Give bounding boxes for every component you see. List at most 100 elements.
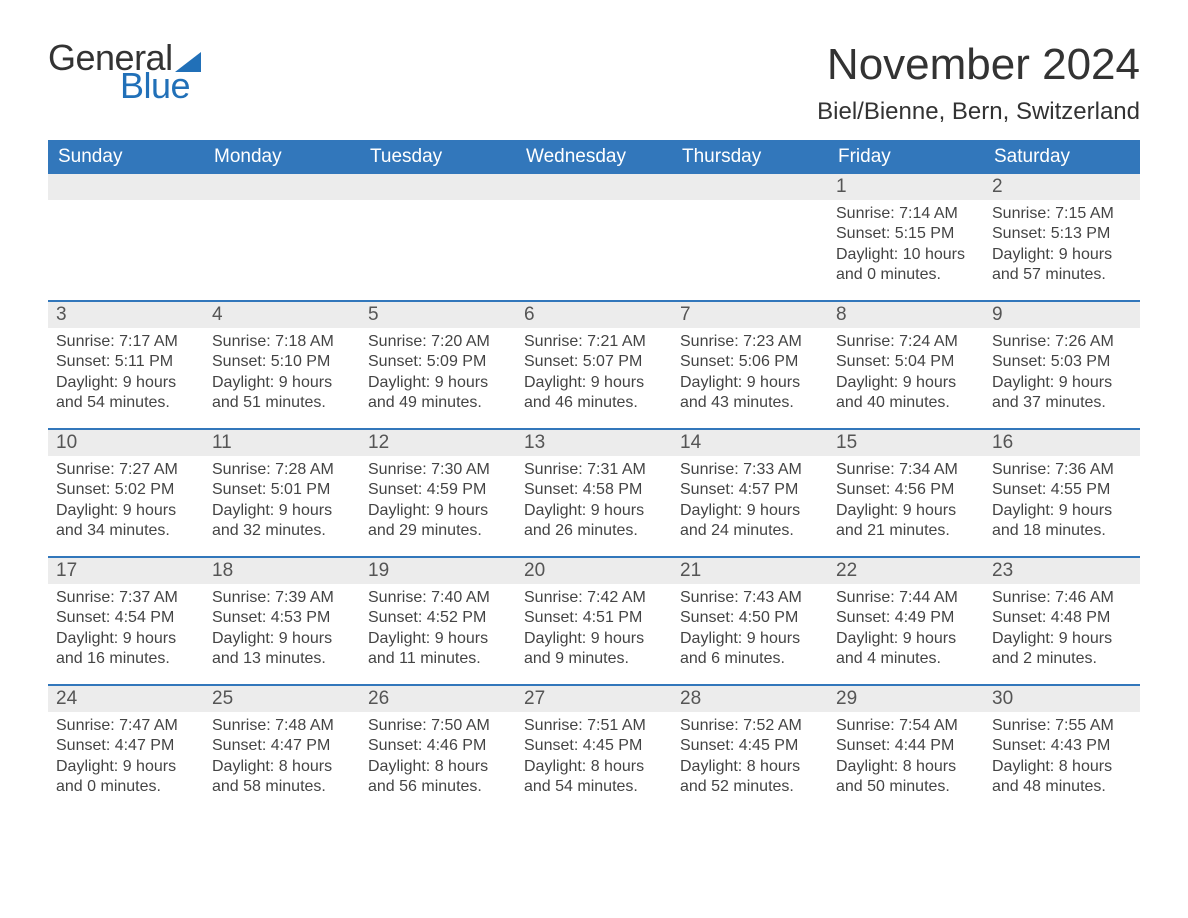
location-subtitle: Biel/Bienne, Bern, Switzerland xyxy=(817,98,1140,126)
sunrise-text: Sunrise: 7:47 AM xyxy=(56,716,196,736)
day-details: Sunrise: 7:21 AMSunset: 5:07 PMDaylight:… xyxy=(516,328,672,420)
daylight2-text: and 11 minutes. xyxy=(368,649,508,669)
sunrise-text: Sunrise: 7:28 AM xyxy=(212,460,352,480)
day-details: Sunrise: 7:14 AMSunset: 5:15 PMDaylight:… xyxy=(828,200,984,292)
sunrise-text: Sunrise: 7:14 AM xyxy=(836,204,976,224)
daylight1-text: Daylight: 9 hours xyxy=(680,373,820,393)
sunrise-text: Sunrise: 7:17 AM xyxy=(56,332,196,352)
sunrise-text: Sunrise: 7:31 AM xyxy=(524,460,664,480)
daylight1-text: Daylight: 9 hours xyxy=(524,373,664,393)
day-details: Sunrise: 7:26 AMSunset: 5:03 PMDaylight:… xyxy=(984,328,1140,420)
daylight1-text: Daylight: 9 hours xyxy=(836,629,976,649)
day-details: Sunrise: 7:31 AMSunset: 4:58 PMDaylight:… xyxy=(516,456,672,548)
sunset-text: Sunset: 4:46 PM xyxy=(368,736,508,756)
weekday-header: Saturday xyxy=(984,140,1140,174)
day-number: 15 xyxy=(828,430,984,456)
daylight1-text: Daylight: 9 hours xyxy=(680,629,820,649)
day-details: Sunrise: 7:42 AMSunset: 4:51 PMDaylight:… xyxy=(516,584,672,676)
sunrise-text: Sunrise: 7:23 AM xyxy=(680,332,820,352)
day-number: 13 xyxy=(516,430,672,456)
day-cell: 19Sunrise: 7:40 AMSunset: 4:52 PMDayligh… xyxy=(360,558,516,684)
sunset-text: Sunset: 5:13 PM xyxy=(992,224,1132,244)
daylight2-text: and 4 minutes. xyxy=(836,649,976,669)
day-cell: 15Sunrise: 7:34 AMSunset: 4:56 PMDayligh… xyxy=(828,430,984,556)
sunrise-text: Sunrise: 7:34 AM xyxy=(836,460,976,480)
sunrise-text: Sunrise: 7:50 AM xyxy=(368,716,508,736)
day-details: Sunrise: 7:20 AMSunset: 5:09 PMDaylight:… xyxy=(360,328,516,420)
daylight2-text: and 43 minutes. xyxy=(680,393,820,413)
daylight2-text: and 26 minutes. xyxy=(524,521,664,541)
day-cell: 11Sunrise: 7:28 AMSunset: 5:01 PMDayligh… xyxy=(204,430,360,556)
sunrise-text: Sunrise: 7:30 AM xyxy=(368,460,508,480)
day-number: 1 xyxy=(828,174,984,200)
day-cell: 24Sunrise: 7:47 AMSunset: 4:47 PMDayligh… xyxy=(48,686,204,812)
daylight1-text: Daylight: 9 hours xyxy=(56,629,196,649)
day-number: 26 xyxy=(360,686,516,712)
brand-triangle-icon xyxy=(175,52,201,72)
daylight2-text: and 6 minutes. xyxy=(680,649,820,669)
day-details: Sunrise: 7:40 AMSunset: 4:52 PMDaylight:… xyxy=(360,584,516,676)
day-cell: 25Sunrise: 7:48 AMSunset: 4:47 PMDayligh… xyxy=(204,686,360,812)
sunrise-text: Sunrise: 7:33 AM xyxy=(680,460,820,480)
sunset-text: Sunset: 5:15 PM xyxy=(836,224,976,244)
sunset-text: Sunset: 5:03 PM xyxy=(992,352,1132,372)
weekday-header: Monday xyxy=(204,140,360,174)
day-cell: 1Sunrise: 7:14 AMSunset: 5:15 PMDaylight… xyxy=(828,174,984,300)
daylight2-text: and 52 minutes. xyxy=(680,777,820,797)
sunset-text: Sunset: 4:45 PM xyxy=(524,736,664,756)
day-cell: 3Sunrise: 7:17 AMSunset: 5:11 PMDaylight… xyxy=(48,302,204,428)
daylight1-text: Daylight: 9 hours xyxy=(368,501,508,521)
sunset-text: Sunset: 4:47 PM xyxy=(56,736,196,756)
day-number: 29 xyxy=(828,686,984,712)
daylight2-text: and 54 minutes. xyxy=(56,393,196,413)
day-number: 30 xyxy=(984,686,1140,712)
day-cell: 14Sunrise: 7:33 AMSunset: 4:57 PMDayligh… xyxy=(672,430,828,556)
daylight2-text: and 37 minutes. xyxy=(992,393,1132,413)
daylight1-text: Daylight: 9 hours xyxy=(212,501,352,521)
day-details: Sunrise: 7:17 AMSunset: 5:11 PMDaylight:… xyxy=(48,328,204,420)
day-details: Sunrise: 7:43 AMSunset: 4:50 PMDaylight:… xyxy=(672,584,828,676)
day-number: 25 xyxy=(204,686,360,712)
day-cell xyxy=(204,174,360,300)
day-number: 28 xyxy=(672,686,828,712)
daylight2-text: and 57 minutes. xyxy=(992,265,1132,285)
brand-word2: Blue xyxy=(120,68,201,104)
day-cell: 12Sunrise: 7:30 AMSunset: 4:59 PMDayligh… xyxy=(360,430,516,556)
week-row: 10Sunrise: 7:27 AMSunset: 5:02 PMDayligh… xyxy=(48,428,1140,556)
day-number: 23 xyxy=(984,558,1140,584)
day-cell: 6Sunrise: 7:21 AMSunset: 5:07 PMDaylight… xyxy=(516,302,672,428)
sunrise-text: Sunrise: 7:36 AM xyxy=(992,460,1132,480)
day-number: 2 xyxy=(984,174,1140,200)
weekday-header-row: SundayMondayTuesdayWednesdayThursdayFrid… xyxy=(48,140,1140,174)
page-title: November 2024 xyxy=(817,40,1140,90)
daylight1-text: Daylight: 9 hours xyxy=(680,501,820,521)
daylight2-text: and 34 minutes. xyxy=(56,521,196,541)
sunrise-text: Sunrise: 7:26 AM xyxy=(992,332,1132,352)
day-number: 12 xyxy=(360,430,516,456)
day-cell: 8Sunrise: 7:24 AMSunset: 5:04 PMDaylight… xyxy=(828,302,984,428)
sunrise-text: Sunrise: 7:24 AM xyxy=(836,332,976,352)
daylight1-text: Daylight: 9 hours xyxy=(836,373,976,393)
day-details: Sunrise: 7:27 AMSunset: 5:02 PMDaylight:… xyxy=(48,456,204,548)
day-number: 8 xyxy=(828,302,984,328)
sunrise-text: Sunrise: 7:51 AM xyxy=(524,716,664,736)
daylight2-text: and 49 minutes. xyxy=(368,393,508,413)
daylight2-text: and 56 minutes. xyxy=(368,777,508,797)
day-cell: 28Sunrise: 7:52 AMSunset: 4:45 PMDayligh… xyxy=(672,686,828,812)
daylight2-text: and 58 minutes. xyxy=(212,777,352,797)
day-details: Sunrise: 7:52 AMSunset: 4:45 PMDaylight:… xyxy=(672,712,828,804)
weekday-header: Friday xyxy=(828,140,984,174)
daylight2-text: and 40 minutes. xyxy=(836,393,976,413)
day-number xyxy=(204,174,360,200)
sunrise-text: Sunrise: 7:52 AM xyxy=(680,716,820,736)
day-number: 4 xyxy=(204,302,360,328)
sunrise-text: Sunrise: 7:37 AM xyxy=(56,588,196,608)
day-cell: 18Sunrise: 7:39 AMSunset: 4:53 PMDayligh… xyxy=(204,558,360,684)
daylight2-text: and 9 minutes. xyxy=(524,649,664,669)
daylight1-text: Daylight: 9 hours xyxy=(524,501,664,521)
day-cell: 30Sunrise: 7:55 AMSunset: 4:43 PMDayligh… xyxy=(984,686,1140,812)
daylight2-text: and 2 minutes. xyxy=(992,649,1132,669)
daylight1-text: Daylight: 8 hours xyxy=(524,757,664,777)
daylight1-text: Daylight: 8 hours xyxy=(836,757,976,777)
day-details: Sunrise: 7:34 AMSunset: 4:56 PMDaylight:… xyxy=(828,456,984,548)
